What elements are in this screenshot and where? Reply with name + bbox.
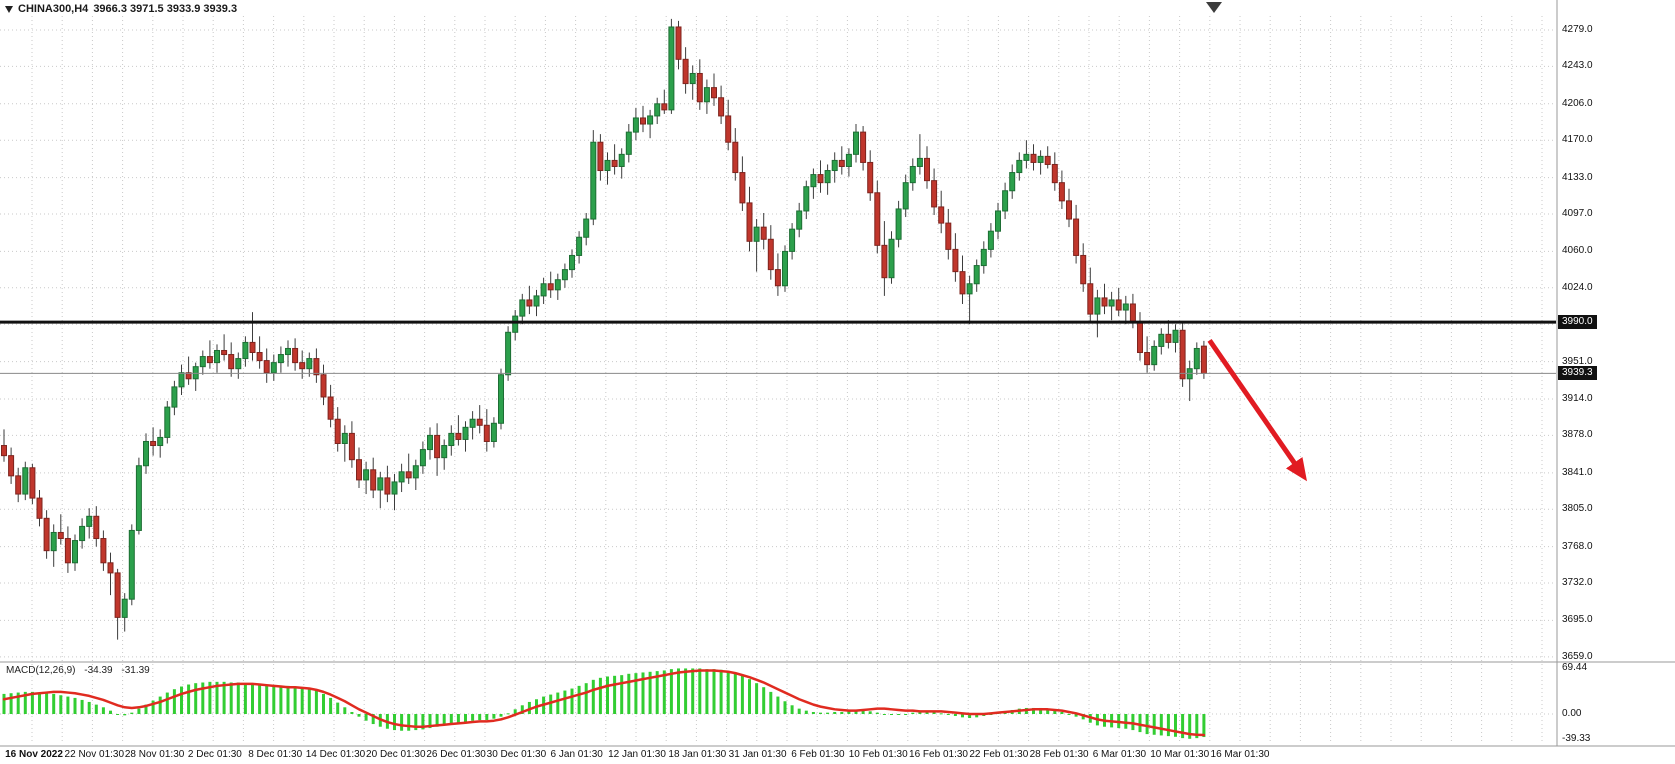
price-axis-label: 4024.0 [1562, 281, 1593, 293]
price-axis-label: 3659.0 [1562, 650, 1593, 662]
macd-scale-label: 0.00 [1562, 708, 1582, 719]
macd-main-value: -34.39 [84, 665, 113, 676]
price-axis-label: 3878.0 [1562, 429, 1593, 441]
price-axis-label: 3841.0 [1562, 466, 1593, 478]
bid-price-badge: 3939.3 [1558, 366, 1597, 381]
hline-price-badge: 3990.0 [1558, 315, 1597, 330]
price-axis-label: 4097.0 [1562, 208, 1593, 219]
price-axis-label: 3768.0 [1562, 540, 1593, 552]
candlestick-series [1, 18, 1207, 640]
price-axis-label: 3695.0 [1562, 614, 1593, 626]
symbol-timeframe-label: CHINA300,H4 [18, 3, 89, 15]
price-axis-label: 4060.0 [1562, 245, 1593, 257]
price-axis-label: 4279.0 [1562, 24, 1593, 35]
price-axis-label: 4206.0 [1562, 97, 1593, 109]
trend-arrow-annotation[interactable] [1207, 338, 1307, 482]
price-axis-label: 4133.0 [1562, 171, 1593, 183]
chart-title: CHINA300,H4 3966.3 3971.5 3933.9 3939.3 [5, 3, 237, 15]
macd-signal-line [2, 669, 1206, 737]
price-axis-label: 3951.0 [1562, 355, 1593, 367]
price-axis-label: 3914.0 [1562, 393, 1593, 404]
chart-shift-marker-icon[interactable] [1206, 2, 1222, 13]
price-axis-label: 4170.0 [1562, 134, 1593, 146]
macd-name: MACD(12,26,9) [6, 665, 76, 676]
price-axis-label: 3805.0 [1562, 503, 1593, 515]
price-axis-label: 4243.0 [1562, 60, 1593, 72]
macd-scale-label: -39.33 [1562, 733, 1591, 745]
ohlc-values: 3966.3 3971.5 3933.9 3939.3 [93, 3, 238, 15]
price-axis-label: 3732.0 [1562, 577, 1593, 589]
macd-scale-label: 69.44 [1562, 662, 1588, 674]
macd-signal-value: -31.39 [121, 665, 150, 676]
price-axis[interactable]: 3990.0 3939.3 69.44 0.00 -39.33 4279.0 42… [1558, 0, 1675, 746]
symbol-marker-icon [5, 5, 13, 13]
macd-indicator-label: MACD(12,26,9) -34.39 -31.39 [6, 665, 150, 676]
